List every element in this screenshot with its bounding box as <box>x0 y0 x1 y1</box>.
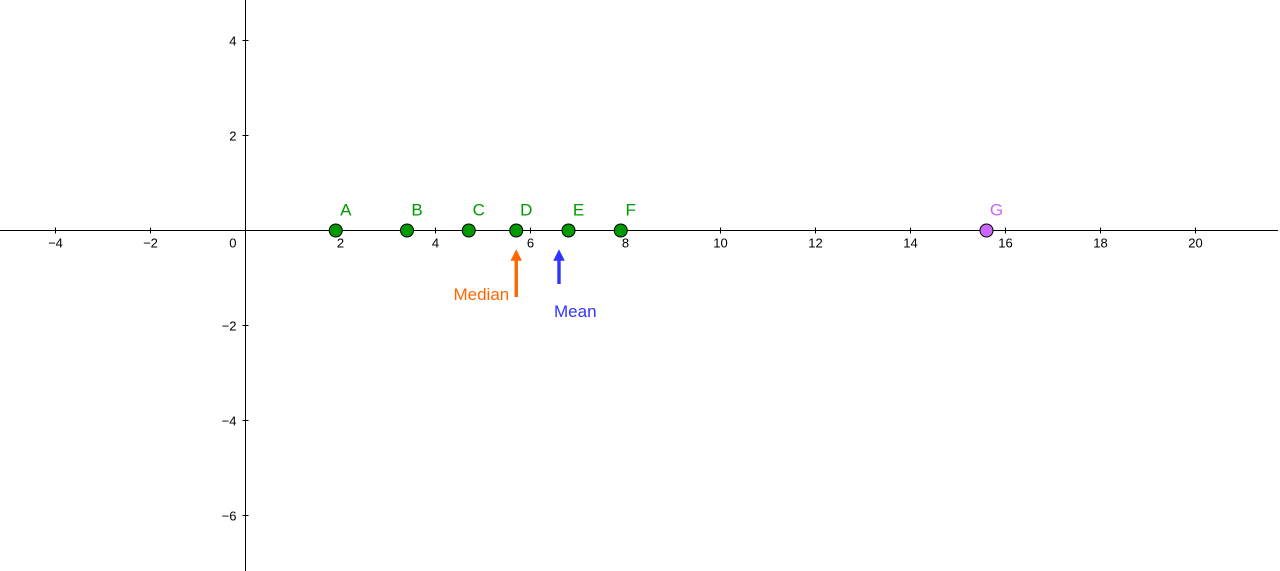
x-tick-label: 10 <box>713 236 727 251</box>
point-label-c: C <box>473 201 485 220</box>
point-label-e: E <box>573 201 584 220</box>
x-tick-label: 20 <box>1188 236 1202 251</box>
y-tick-label: −4 <box>222 414 237 429</box>
point-label-b: B <box>411 201 422 220</box>
point-a[interactable] <box>328 223 343 238</box>
mean-label: Mean <box>554 302 597 321</box>
x-tick-label: 2 <box>337 236 344 251</box>
origin-label: 0 <box>229 236 236 251</box>
x-tick-label: 18 <box>1093 236 1107 251</box>
x-tick-label: 6 <box>527 236 534 251</box>
point-f[interactable] <box>613 223 628 238</box>
point-label-g: G <box>990 201 1003 220</box>
axis-ticks: 0 −4 −2 2 4 6 8 10 12 14 16 18 20 −6 −4 −2 2 4 <box>48 34 1203 524</box>
median-label: Median <box>453 285 509 304</box>
x-tick-label: −2 <box>143 236 158 251</box>
point-label-d: D <box>520 201 532 220</box>
x-tick-label: 12 <box>808 236 822 251</box>
point-b[interactable] <box>400 223 414 238</box>
summary-markers: Median Mean <box>453 249 597 321</box>
y-tick-label: 2 <box>229 129 236 144</box>
y-tick-label: −2 <box>222 319 237 334</box>
point-e[interactable] <box>561 223 576 238</box>
x-tick-label: 4 <box>432 236 439 251</box>
x-tick-label: 14 <box>903 236 917 251</box>
data-points: A B C D E F G <box>328 201 1003 238</box>
y-tick-label: −6 <box>222 509 237 524</box>
x-tick-label: 8 <box>622 236 629 251</box>
x-tick-label: −4 <box>48 236 63 251</box>
point-c[interactable] <box>461 223 476 238</box>
point-d[interactable] <box>509 223 524 238</box>
x-tick-label: 16 <box>998 236 1012 251</box>
point-label-a: A <box>340 201 352 220</box>
point-g[interactable] <box>979 223 994 238</box>
y-tick-label: 4 <box>229 34 236 49</box>
point-label-f: F <box>626 201 636 220</box>
